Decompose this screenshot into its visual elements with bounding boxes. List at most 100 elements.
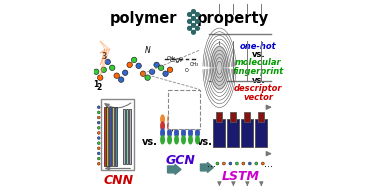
Ellipse shape [189,122,192,130]
Text: N: N [145,46,150,55]
Ellipse shape [182,129,185,137]
Bar [126,109,128,163]
Text: molecular: molecular [235,58,282,67]
Bar [244,112,250,122]
Circle shape [97,157,100,160]
Circle shape [216,162,219,165]
Ellipse shape [196,122,199,130]
Bar [227,119,239,147]
Circle shape [97,111,100,114]
Circle shape [196,13,199,16]
Bar [129,109,131,163]
Ellipse shape [175,122,178,130]
Ellipse shape [189,115,192,123]
Text: CNN: CNN [104,174,134,187]
Text: vs.: vs. [251,76,265,85]
Ellipse shape [168,122,171,130]
Text: CH₃: CH₃ [190,62,199,67]
Circle shape [140,71,146,77]
Circle shape [261,162,264,165]
FancyArrow shape [200,163,214,172]
Text: O: O [185,68,189,73]
Ellipse shape [161,122,164,130]
Circle shape [105,59,110,65]
Circle shape [97,147,100,150]
Bar [123,109,125,163]
Circle shape [163,71,168,77]
Circle shape [97,132,100,134]
Bar [217,112,223,122]
Circle shape [98,75,103,80]
Circle shape [235,162,238,165]
Circle shape [110,65,115,70]
Circle shape [122,70,128,75]
Circle shape [97,121,100,124]
Circle shape [154,62,159,68]
FancyBboxPatch shape [168,90,200,129]
Text: e.g.: e.g. [169,57,183,63]
Bar [258,112,264,122]
Ellipse shape [161,129,164,137]
Ellipse shape [168,136,171,144]
Circle shape [114,73,119,78]
Text: O: O [179,57,183,62]
Circle shape [196,26,199,30]
Ellipse shape [188,115,193,143]
Ellipse shape [182,115,185,123]
Circle shape [97,116,100,119]
Circle shape [97,152,100,155]
Ellipse shape [168,115,171,123]
Circle shape [248,162,251,165]
Text: 1: 1 [93,80,98,89]
Circle shape [131,57,137,63]
Text: vs.: vs. [196,137,212,147]
Ellipse shape [196,115,199,123]
Text: one-hot: one-hot [240,42,277,51]
Bar [255,119,267,147]
Circle shape [188,19,191,23]
Text: ...: ... [208,159,217,169]
Ellipse shape [168,115,172,143]
Circle shape [158,65,164,70]
Ellipse shape [196,136,199,144]
Circle shape [191,17,195,20]
Circle shape [97,162,100,165]
Circle shape [97,137,100,139]
Circle shape [97,126,100,129]
Circle shape [145,75,150,80]
Bar [230,112,236,122]
Circle shape [188,13,191,16]
Bar [241,119,253,147]
Ellipse shape [175,115,178,143]
Ellipse shape [175,129,178,137]
Text: GCN: GCN [165,154,195,167]
Circle shape [191,30,195,34]
Circle shape [191,23,195,27]
Circle shape [136,63,141,69]
Bar [104,107,106,167]
Bar [109,107,111,167]
Ellipse shape [168,129,171,137]
Ellipse shape [196,129,199,137]
Ellipse shape [196,115,199,143]
Bar [214,119,226,147]
Circle shape [149,69,155,74]
Circle shape [223,162,226,165]
FancyArrow shape [168,164,181,174]
Circle shape [97,142,100,145]
Ellipse shape [182,136,185,144]
Text: CH₃: CH₃ [166,56,176,61]
Ellipse shape [160,115,165,143]
Circle shape [255,162,258,165]
Circle shape [167,67,173,73]
Circle shape [101,67,107,73]
Text: ...: ... [264,159,273,169]
Text: vs.: vs. [142,137,157,147]
Circle shape [191,10,195,13]
Ellipse shape [182,122,185,130]
Circle shape [229,162,232,165]
Bar [106,107,108,167]
Bar [112,107,114,167]
Ellipse shape [189,136,192,144]
Circle shape [97,106,100,109]
